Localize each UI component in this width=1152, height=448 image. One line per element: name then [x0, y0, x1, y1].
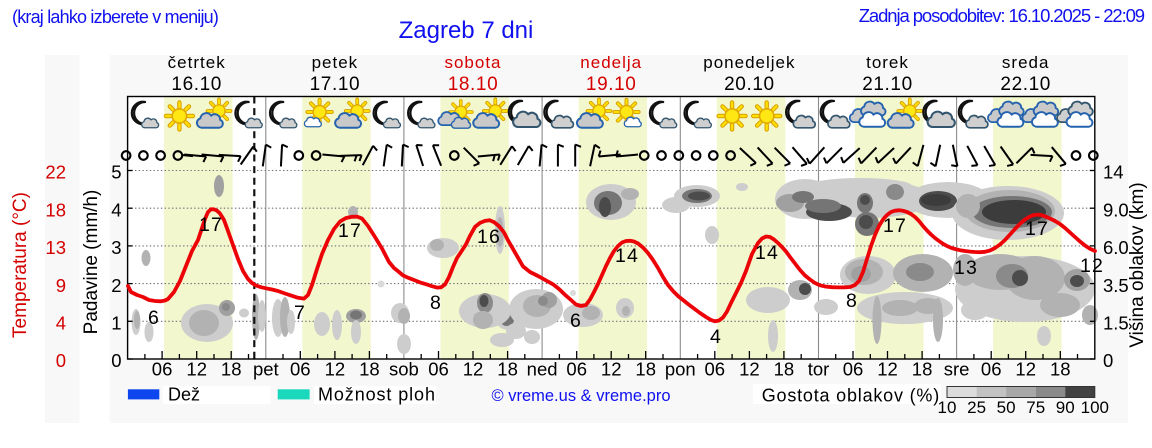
svg-text:pon: pon [665, 359, 696, 380]
svg-text:Dež: Dež [168, 385, 200, 405]
svg-text:torek: torek [866, 53, 909, 72]
svg-text:14: 14 [615, 245, 639, 267]
svg-text:18: 18 [912, 359, 933, 380]
svg-text:© vreme.us & vreme.pro: © vreme.us & vreme.pro [491, 387, 670, 405]
svg-text:petek: petek [312, 53, 359, 72]
svg-text:0: 0 [1103, 350, 1113, 371]
svg-text:12: 12 [463, 359, 484, 380]
svg-text:17: 17 [199, 214, 223, 236]
svg-text:25: 25 [967, 398, 986, 417]
svg-text:Možnost ploh: Možnost ploh [318, 385, 436, 405]
svg-text:2: 2 [111, 275, 121, 296]
svg-text:12: 12 [877, 359, 898, 380]
svg-text:06: 06 [705, 359, 726, 380]
svg-text:19.10: 19.10 [586, 74, 637, 95]
svg-text:17.10: 17.10 [310, 74, 361, 95]
svg-text:Zadnja posodobitev: 16.10.2025: Zadnja posodobitev: 16.10.2025 - 22:09 [859, 5, 1145, 26]
svg-text:13: 13 [954, 257, 978, 279]
svg-text:1: 1 [111, 313, 121, 334]
svg-text:17: 17 [883, 215, 907, 237]
svg-text:3: 3 [111, 237, 121, 258]
svg-text:16: 16 [477, 226, 501, 248]
svg-text:06: 06 [566, 359, 587, 380]
svg-text:06: 06 [981, 359, 1002, 380]
svg-text:18.10: 18.10 [448, 74, 499, 95]
svg-text:6: 6 [570, 310, 582, 332]
svg-text:10: 10 [938, 398, 957, 417]
svg-text:06: 06 [290, 359, 311, 380]
svg-text:Gostota oblakov (%): Gostota oblakov (%) [762, 386, 940, 406]
svg-text:18: 18 [1050, 359, 1071, 380]
svg-text:100: 100 [1081, 398, 1109, 417]
svg-text:12: 12 [186, 359, 207, 380]
svg-text:22.10: 22.10 [1000, 74, 1051, 95]
svg-text:18: 18 [774, 359, 795, 380]
svg-text:21.10: 21.10 [862, 74, 913, 95]
svg-text:14: 14 [1103, 162, 1124, 183]
svg-text:4: 4 [56, 313, 66, 334]
svg-text:(kraj lahko izberete v meniju): (kraj lahko izberete v meniju) [12, 7, 218, 27]
svg-text:tor: tor [808, 359, 830, 380]
svg-text:12: 12 [739, 359, 760, 380]
svg-text:18: 18 [635, 359, 656, 380]
svg-text:8: 8 [846, 290, 858, 312]
svg-text:9.0: 9.0 [1103, 199, 1129, 220]
svg-text:7: 7 [294, 302, 306, 324]
svg-text:1.5: 1.5 [1103, 313, 1129, 334]
svg-text:6.0: 6.0 [1103, 237, 1129, 258]
svg-text:12: 12 [1015, 359, 1036, 380]
svg-text:sob: sob [389, 359, 419, 380]
svg-text:Temperatura (°C): Temperatura (°C) [10, 192, 31, 338]
svg-text:pet: pet [253, 359, 279, 380]
svg-text:nedelja: nedelja [580, 53, 642, 72]
svg-text:13: 13 [45, 237, 66, 258]
svg-text:18: 18 [497, 359, 518, 380]
svg-text:8: 8 [430, 292, 442, 314]
svg-text:06: 06 [152, 359, 173, 380]
svg-text:ponedeljek: ponedeljek [703, 53, 795, 72]
svg-text:75: 75 [1026, 398, 1045, 417]
svg-text:0: 0 [111, 350, 121, 371]
svg-text:17: 17 [1025, 218, 1049, 240]
svg-text:12: 12 [601, 359, 622, 380]
svg-text:sobota: sobota [444, 53, 501, 72]
svg-text:20.10: 20.10 [724, 74, 775, 95]
svg-text:9: 9 [56, 275, 66, 296]
svg-text:sre: sre [944, 359, 970, 380]
svg-text:5: 5 [111, 162, 121, 183]
svg-text:sreda: sreda [1002, 53, 1050, 72]
svg-text:12: 12 [325, 359, 346, 380]
svg-text:06: 06 [843, 359, 864, 380]
svg-text:18: 18 [359, 359, 380, 380]
svg-text:0: 0 [56, 350, 66, 371]
svg-text:ned: ned [527, 359, 558, 380]
svg-text:Padavine (mm/h): Padavine (mm/h) [81, 190, 102, 335]
svg-text:06: 06 [428, 359, 449, 380]
svg-text:18: 18 [221, 359, 242, 380]
svg-text:22: 22 [45, 162, 66, 183]
svg-text:12: 12 [1080, 255, 1104, 277]
svg-text:18: 18 [45, 199, 66, 220]
svg-text:14: 14 [755, 242, 779, 264]
svg-text:Zagreb 7 dni: Zagreb 7 dni [399, 17, 534, 44]
svg-text:50: 50 [997, 398, 1016, 417]
svg-text:četrtek: četrtek [168, 53, 226, 72]
svg-text:Višina oblakov (km): Višina oblakov (km) [1127, 182, 1148, 347]
svg-text:3.5: 3.5 [1103, 275, 1129, 296]
svg-text:4: 4 [111, 199, 121, 220]
svg-text:17: 17 [338, 220, 362, 242]
svg-text:6: 6 [148, 307, 160, 329]
svg-text:90: 90 [1056, 398, 1075, 417]
svg-text:4: 4 [710, 326, 722, 348]
svg-text:16.10: 16.10 [171, 74, 222, 95]
